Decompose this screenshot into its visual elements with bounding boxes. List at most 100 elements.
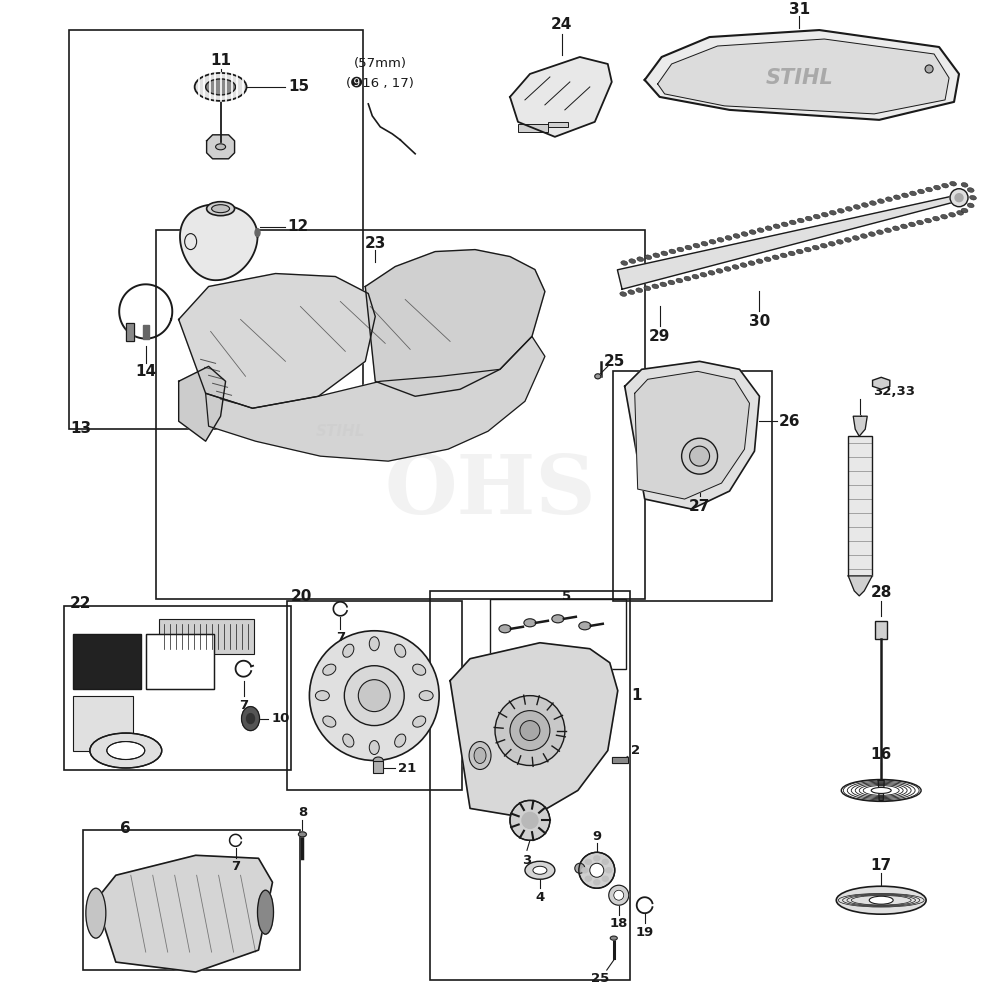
Polygon shape	[96, 855, 272, 972]
Ellipse shape	[594, 880, 600, 885]
Ellipse shape	[323, 716, 336, 727]
Ellipse shape	[765, 226, 772, 231]
Polygon shape	[450, 643, 618, 818]
Text: 4: 4	[535, 891, 545, 904]
Polygon shape	[848, 576, 872, 596]
Circle shape	[955, 194, 963, 202]
Ellipse shape	[828, 241, 835, 246]
Bar	[146, 634, 214, 689]
Circle shape	[575, 863, 585, 873]
Polygon shape	[658, 39, 949, 114]
Ellipse shape	[258, 890, 273, 934]
Circle shape	[520, 721, 540, 741]
Ellipse shape	[207, 202, 235, 216]
Ellipse shape	[373, 757, 383, 764]
Polygon shape	[873, 377, 890, 389]
Ellipse shape	[668, 280, 675, 285]
Ellipse shape	[594, 856, 600, 861]
Ellipse shape	[685, 245, 692, 250]
Text: 28: 28	[871, 585, 892, 600]
Ellipse shape	[876, 230, 883, 235]
Ellipse shape	[692, 274, 699, 279]
Text: 12: 12	[288, 219, 309, 234]
Ellipse shape	[86, 888, 106, 938]
Ellipse shape	[628, 290, 635, 294]
Bar	[83, 830, 300, 970]
Bar	[146, 634, 214, 689]
Ellipse shape	[524, 619, 536, 627]
Ellipse shape	[395, 644, 406, 657]
Bar	[490, 599, 626, 669]
Ellipse shape	[413, 716, 426, 727]
Ellipse shape	[610, 936, 617, 940]
Ellipse shape	[756, 259, 763, 264]
Ellipse shape	[926, 187, 932, 192]
Ellipse shape	[740, 263, 747, 267]
Ellipse shape	[910, 191, 916, 196]
Ellipse shape	[469, 742, 491, 769]
Polygon shape	[625, 361, 759, 509]
Ellipse shape	[255, 229, 260, 237]
Ellipse shape	[684, 276, 691, 281]
Ellipse shape	[772, 255, 779, 260]
Ellipse shape	[961, 183, 968, 187]
Ellipse shape	[653, 253, 660, 258]
Circle shape	[522, 812, 538, 828]
Ellipse shape	[749, 230, 756, 234]
Ellipse shape	[242, 707, 260, 731]
Polygon shape	[179, 274, 375, 408]
Bar	[159, 619, 254, 654]
Text: 13: 13	[70, 421, 91, 436]
Ellipse shape	[861, 203, 868, 207]
Circle shape	[579, 852, 615, 888]
Ellipse shape	[780, 253, 787, 258]
Ellipse shape	[961, 208, 968, 213]
Ellipse shape	[957, 210, 964, 215]
Text: 25: 25	[604, 354, 625, 369]
Ellipse shape	[970, 195, 976, 200]
Ellipse shape	[595, 374, 601, 379]
Text: 2: 2	[631, 744, 640, 757]
Ellipse shape	[660, 282, 667, 287]
Text: 20: 20	[291, 589, 312, 604]
Circle shape	[495, 696, 565, 765]
Ellipse shape	[644, 286, 651, 291]
Bar	[848, 436, 872, 576]
Text: 18: 18	[610, 917, 628, 930]
Ellipse shape	[804, 247, 811, 252]
Ellipse shape	[369, 741, 379, 755]
Circle shape	[690, 446, 710, 466]
Text: 10: 10	[271, 712, 290, 725]
Ellipse shape	[709, 239, 716, 244]
Ellipse shape	[788, 251, 795, 256]
Text: OHS: OHS	[384, 451, 596, 531]
Ellipse shape	[636, 288, 643, 293]
Polygon shape	[365, 250, 545, 396]
Text: 7: 7	[231, 860, 240, 873]
Text: 24: 24	[551, 17, 573, 32]
Ellipse shape	[474, 748, 486, 764]
Ellipse shape	[606, 868, 612, 873]
Circle shape	[309, 631, 439, 761]
Ellipse shape	[669, 249, 676, 254]
Ellipse shape	[620, 292, 627, 296]
Text: 31: 31	[789, 2, 810, 17]
Text: 3: 3	[522, 854, 532, 867]
Ellipse shape	[949, 212, 956, 217]
Ellipse shape	[901, 224, 907, 229]
Circle shape	[925, 65, 933, 73]
Text: 25: 25	[591, 972, 609, 985]
Ellipse shape	[343, 644, 354, 657]
Ellipse shape	[602, 859, 608, 864]
Ellipse shape	[525, 861, 555, 879]
Text: 14: 14	[135, 364, 156, 379]
Ellipse shape	[343, 734, 354, 747]
Ellipse shape	[323, 664, 336, 675]
Text: 29: 29	[649, 329, 670, 344]
Ellipse shape	[195, 73, 247, 101]
Polygon shape	[617, 195, 960, 289]
Ellipse shape	[909, 222, 915, 227]
Ellipse shape	[845, 207, 852, 211]
Polygon shape	[878, 780, 884, 800]
Text: 26: 26	[779, 414, 800, 429]
